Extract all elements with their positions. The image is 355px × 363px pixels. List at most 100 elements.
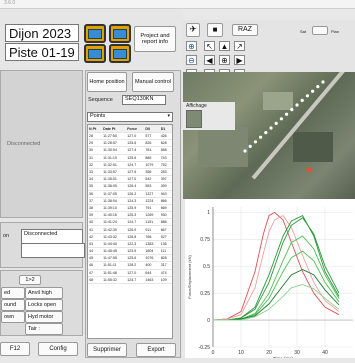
x-tick-label: 30 — [294, 350, 300, 356]
satellite-button[interactable]: ✈ — [186, 23, 200, 37]
table-cell: 11:30:04 — [102, 146, 127, 155]
table-cell: 125.9 — [126, 204, 145, 213]
table-cell: 127.0 — [126, 175, 145, 184]
camera-button[interactable]: ■ — [207, 23, 223, 37]
table-cell: 752 — [159, 161, 172, 169]
state-button-3[interactable]: own — [1, 311, 25, 323]
table-row[interactable]: 44 11:45:45 123.9 1804 111 — [88, 247, 172, 256]
test-point-marker[interactable] — [316, 85, 320, 89]
pan-left-button[interactable]: ◀ — [204, 55, 215, 65]
table-cell: 400 — [144, 261, 160, 270]
state-button-3-label: own — [4, 313, 15, 320]
state-button-2[interactable]: ound — [1, 299, 25, 311]
table-row[interactable]: 34 11:35:01 127.0 542 397 — [88, 175, 172, 184]
pan-right-button[interactable]: ▶ — [234, 55, 245, 65]
raz-button[interactable]: RAZ — [232, 24, 258, 36]
test-point-marker[interactable] — [300, 98, 304, 102]
table-row[interactable]: 30 11:30:04 127.4 781 558 — [88, 146, 172, 155]
zoom-out-button[interactable]: ⊖ — [186, 55, 197, 65]
points-select[interactable]: Points ▾ — [87, 112, 173, 122]
satellite-map[interactable] — [183, 72, 355, 199]
table-row[interactable]: 41 11:42:30 126.9 911 667 — [88, 225, 172, 234]
test-point-marker[interactable] — [305, 94, 309, 98]
pan-up-left-button[interactable]: ↖ — [204, 41, 215, 51]
test-point-marker[interactable] — [243, 149, 247, 153]
project-report-button[interactable]: Project and report info — [134, 26, 176, 52]
table-row[interactable]: 47 11:51:48 127.0 644 474 — [88, 269, 172, 277]
open-location-button[interactable] — [84, 24, 106, 43]
table-row[interactable]: 46 11:51:11 128.2 400 317 — [88, 261, 172, 270]
table-cell: 124.7 — [126, 218, 145, 227]
test-point-marker[interactable] — [274, 121, 278, 125]
column-header: Date Pt — [102, 125, 127, 133]
arrow-right-icon: ▶ — [236, 55, 243, 65]
table-row[interactable]: 37 11:38:04 124.3 1224 866 — [88, 197, 172, 205]
manual-control-button[interactable]: Manual control — [132, 72, 174, 92]
series-line — [213, 269, 340, 321]
table-row[interactable]: 29 11:28:57 125.6 826 628 — [88, 139, 172, 148]
pan-up-button[interactable]: ▲ — [219, 41, 230, 51]
force-chart: 10.750.50.250-0.25010203040Time (ms)Forc… — [187, 207, 353, 361]
zoom-in-button[interactable]: ⊕ — [186, 41, 197, 51]
save-track-button[interactable] — [109, 44, 131, 63]
table-cell: 644 — [144, 269, 160, 277]
test-point-marker[interactable] — [279, 117, 283, 121]
sequence-field[interactable]: SEQ130KN — [122, 95, 166, 105]
table-row[interactable]: 33 11:33:57 127.5 356 283 — [88, 168, 172, 177]
delete-button[interactable]: Supprimer — [87, 343, 127, 357]
table-row[interactable]: 40 11:41:24 124.7 1151 886 — [88, 218, 172, 227]
table-cell: 791 — [144, 204, 160, 213]
table-cell: 44 — [88, 247, 103, 256]
table-row[interactable]: 35 11:36:05 126.4 553 399 — [88, 182, 172, 191]
test-point-marker[interactable] — [311, 89, 315, 93]
delete-label: Supprimer — [93, 346, 121, 353]
save-location-button[interactable] — [109, 24, 131, 43]
export-button[interactable]: Export — [136, 343, 176, 357]
test-point-marker[interactable] — [295, 103, 299, 107]
state-button-1[interactable]: ed — [1, 287, 25, 299]
test-point-marker[interactable] — [259, 135, 263, 139]
arrow-up-left-icon: ↖ — [206, 41, 213, 51]
table-row[interactable]: 48 11:55:32 124.7 1463 109 — [88, 276, 172, 284]
table-cell: 1224 — [144, 197, 160, 205]
config-button[interactable]: Config — [38, 342, 78, 356]
connection-extra-field[interactable] — [21, 243, 85, 258]
table-cell: 628 — [159, 139, 172, 148]
f12-button[interactable]: F12 — [0, 342, 30, 356]
table-cell: 11:27:50 — [102, 132, 127, 141]
table-row[interactable]: 39 11:40:16 125.3 1269 930 — [88, 211, 172, 220]
open-track-button[interactable] — [84, 44, 106, 63]
table-cell: 317 — [159, 261, 172, 270]
f12-label: F12 — [9, 345, 21, 352]
table-row[interactable]: 31 11:31:19 125.6 889 743 — [88, 154, 172, 162]
connection-panel: on Disconnected — [0, 222, 85, 268]
location-field[interactable]: Dijon 2023 — [5, 24, 79, 42]
track-field[interactable]: Piste 01-19 — [5, 43, 79, 61]
y-tick-label: 0.25 — [200, 291, 210, 297]
test-point-marker[interactable] — [248, 144, 252, 148]
test-point-marker[interactable] — [290, 108, 294, 112]
test-point-marker[interactable] — [321, 80, 325, 84]
range-button[interactable]: 1>2 — [19, 275, 41, 285]
table-row[interactable]: 36 11:37:05 126.2 1227 943 — [88, 190, 172, 198]
table-row[interactable]: 42 11:43:32 126.8 768 527 — [88, 233, 172, 241]
table-row[interactable]: 43 11:44:40 122.3 1383 136 — [88, 240, 172, 249]
folder-icon — [113, 28, 127, 39]
table-cell: 1269 — [144, 211, 160, 220]
table-row[interactable]: 28 11:27:50 127.0 577 426 — [88, 132, 172, 141]
table-row[interactable]: 45 11:47:55 125.6 1076 828 — [88, 254, 172, 263]
test-point-marker[interactable] — [285, 112, 289, 116]
test-point-marker[interactable] — [253, 140, 257, 144]
center-button[interactable]: ⊕ — [219, 55, 230, 65]
table-row[interactable]: 38 11:39:10 125.9 791 669 — [88, 204, 172, 213]
connection-status-field: Disconnected — [21, 229, 83, 244]
map-thumbnail[interactable] — [186, 110, 202, 128]
table-cell: 126.4 — [126, 182, 145, 191]
test-point-marker[interactable] — [269, 126, 273, 130]
display-panel: Affichage — [183, 102, 235, 130]
test-point-marker[interactable] — [264, 131, 268, 135]
sat-toggle[interactable] — [312, 26, 328, 35]
table-row[interactable]: 32 11:32:51 124.7 1079 752 — [88, 161, 172, 169]
pan-up-right-button[interactable]: ↗ — [234, 41, 245, 51]
home-position-button[interactable]: Home position — [87, 72, 127, 92]
